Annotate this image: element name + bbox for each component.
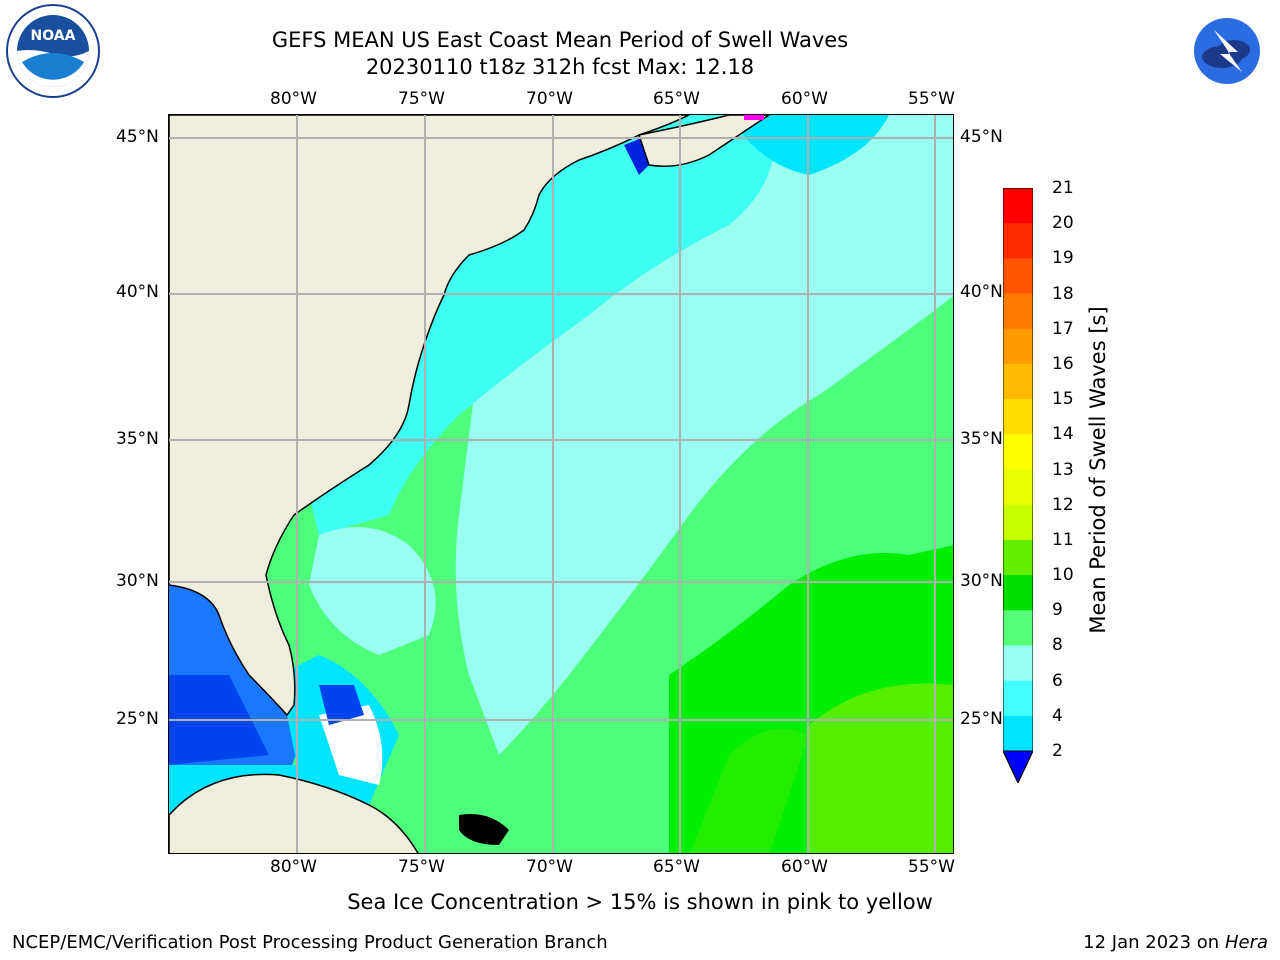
lon-label-top: 80°W — [270, 89, 317, 109]
colorbar-tick-label: 12 — [1052, 494, 1074, 515]
lon-label-top: 60°W — [781, 89, 828, 109]
footer-host: Hera — [1224, 932, 1268, 953]
colorbar-segment — [1003, 399, 1033, 435]
colorbar-tick-label: 20 — [1052, 213, 1074, 234]
colorbar-tick-label: 9 — [1052, 600, 1063, 621]
lat-label-right: 25°N — [960, 709, 1003, 729]
lon-label-bottom: 70°W — [526, 857, 573, 877]
colorbar-tick-label: 2 — [1052, 741, 1063, 761]
colorbar-segment — [1003, 293, 1033, 330]
us-east-coast-land — [169, 115, 690, 717]
colorbar-tick-label: 10 — [1052, 565, 1074, 586]
bahamas-bank — [319, 705, 383, 785]
lat-label-left: 25°N — [116, 709, 159, 729]
lon-label-top: 55°W — [908, 89, 955, 109]
colorbar-tick-label: 11 — [1052, 529, 1074, 550]
lon-label-top: 65°W — [653, 89, 700, 109]
footer-date: 12 Jan 2023 on Hera — [1083, 932, 1268, 953]
colorbar-tick-label: 19 — [1052, 248, 1074, 269]
cuba-land — [169, 773, 419, 853]
colorbar-segment — [1003, 469, 1033, 506]
colorbar-extend-triangle — [1003, 750, 1033, 783]
colorbar-segment — [1003, 258, 1033, 295]
colorbar-segment — [1003, 363, 1033, 400]
lon-label-bottom: 65°W — [653, 857, 700, 877]
colorbar-label: Mean Period of Swell Waves [s] — [1086, 306, 1110, 634]
colorbar-segment — [1003, 328, 1033, 365]
noaa-logo: NOAA — [6, 4, 100, 98]
sea-ice-note: Sea Ice Concentration > 15% is shown in … — [0, 890, 1280, 914]
chart-subtitle: 20230110 t18z 312h fcst Max: 12.18 — [365, 55, 755, 79]
colorbar-segment — [1003, 504, 1033, 541]
map-graticule — [169, 115, 953, 853]
island-marker — [459, 814, 509, 845]
colorbar-segment — [1003, 680, 1033, 717]
lon-label-bottom: 55°W — [908, 857, 955, 877]
lat-label-right: 35°N — [960, 429, 1003, 449]
lat-label-left: 45°N — [116, 127, 159, 147]
lon-label-top: 75°W — [398, 89, 445, 109]
lat-label-right: 30°N — [960, 571, 1003, 591]
ocean-11-12s-field — [809, 683, 953, 853]
lat-label-left: 40°N — [116, 282, 159, 302]
colorbar-segment — [1003, 188, 1033, 224]
lon-label-bottom: 60°W — [781, 857, 828, 877]
colorbar-segment — [1003, 645, 1033, 682]
swell-period-map — [168, 114, 954, 854]
footer-date-text: 12 Jan 2023 on — [1083, 932, 1225, 953]
colorbar-tick-label: 13 — [1052, 459, 1074, 480]
colorbar-tick-label: 17 — [1052, 318, 1074, 339]
lon-label-bottom: 75°W — [398, 857, 445, 877]
lon-label-top: 70°W — [526, 89, 573, 109]
lat-label-left: 30°N — [116, 571, 159, 591]
lon-label-bottom: 80°W — [270, 857, 317, 877]
lat-label-right: 40°N — [960, 282, 1003, 302]
sea-ice-note-text: Sea Ice Concentration > 15% is shown in … — [347, 890, 933, 914]
colorbar-tick-label: 18 — [1052, 283, 1074, 304]
colorbar-segment — [1003, 575, 1033, 611]
colorbar-segment — [1003, 610, 1033, 646]
colorbar-segment — [1003, 539, 1033, 576]
colorbar-tick-label: 4 — [1052, 705, 1063, 726]
sea-ice-marker — [744, 115, 764, 120]
nova-scotia-land — [638, 115, 771, 167]
colorbar-segment — [1003, 715, 1033, 752]
colorbar-tick-label: 21 — [1052, 178, 1074, 198]
colorbar-tick-label: 8 — [1052, 635, 1063, 656]
colorbar-segment — [1003, 434, 1033, 470]
nws-logo — [1181, 5, 1273, 97]
noaa-logo-text: NOAA — [31, 28, 76, 44]
colorbar-tick-label: 14 — [1052, 424, 1074, 445]
chart-title: GEFS MEAN US East Coast Mean Period of S… — [271, 28, 849, 52]
map-canvas — [169, 115, 953, 853]
colorbar — [1003, 188, 1033, 783]
colorbar-tick-label: 15 — [1052, 389, 1074, 410]
colorbar-segment — [1003, 223, 1033, 259]
lat-label-left: 35°N — [116, 429, 159, 449]
footer-credit: NCEP/EMC/Verification Post Processing Pr… — [12, 932, 608, 953]
colorbar-tick-label: 16 — [1052, 353, 1074, 374]
lat-label-right: 45°N — [960, 127, 1003, 147]
colorbar-tick-label: 6 — [1052, 670, 1063, 691]
colorbar-outline — [1003, 188, 1033, 783]
